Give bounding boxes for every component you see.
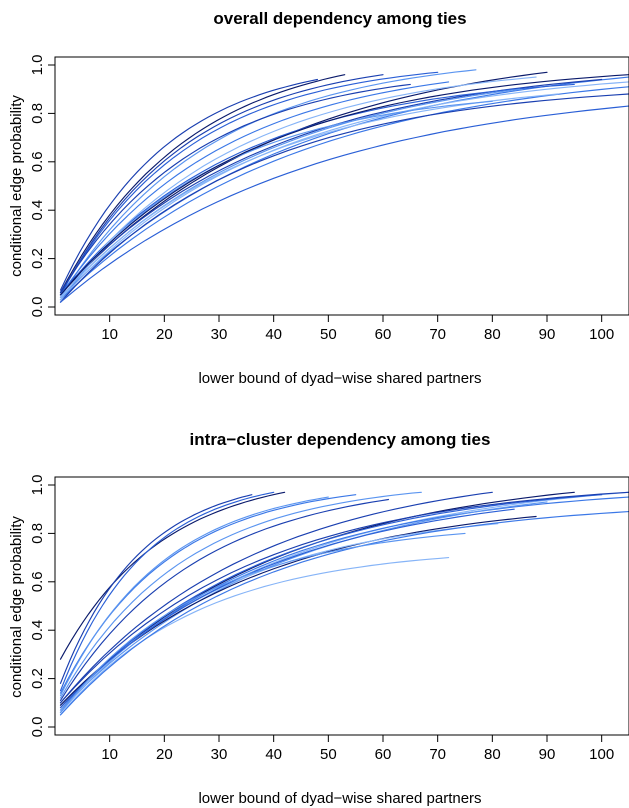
y-tick-label: 0.8 <box>29 523 46 544</box>
series-line <box>59 81 450 296</box>
chart-panel-intra-cluster: intra−cluster dependency among ties lowe… <box>8 430 629 807</box>
x-tick-label: 40 <box>265 326 282 343</box>
y-tick-label: 0.0 <box>29 297 46 318</box>
series-line <box>59 105 629 303</box>
y-axis-label: conditional edge probability <box>8 95 25 277</box>
series-line <box>59 71 439 296</box>
y-tick-label: 0.8 <box>29 103 46 124</box>
y-tick-label: 0.4 <box>29 620 46 641</box>
x-tick-label: 10 <box>101 326 118 343</box>
series-layer <box>59 491 629 716</box>
x-tick-label: 80 <box>484 326 501 343</box>
x-axis-label: lower bound of dyad−wise shared partners <box>198 790 481 807</box>
series-line <box>59 71 548 296</box>
x-tick-label: 90 <box>539 746 556 763</box>
series-line <box>59 88 521 298</box>
series-line <box>59 498 390 701</box>
series-line <box>59 496 629 714</box>
axes-layer: 10 20 30 40 50 60 70 80 90 100 0.0 0.2 0.4 0.6 0.8 1.0 <box>29 475 614 763</box>
x-tick-label: 10 <box>101 746 118 763</box>
series-line <box>59 491 422 699</box>
series-line <box>59 557 450 716</box>
y-tick-label: 1.0 <box>29 55 46 76</box>
x-tick-label: 20 <box>156 326 173 343</box>
x-tick-label: 60 <box>375 746 392 763</box>
chart-panel-overall: overall dependency among ties lower boun… <box>8 9 629 387</box>
series-line <box>59 491 629 704</box>
x-tick-label: 70 <box>429 746 446 763</box>
series-line <box>59 100 493 301</box>
series-line <box>59 491 286 660</box>
series-line <box>59 523 499 714</box>
x-tick-label: 50 <box>320 746 337 763</box>
chart-title: overall dependency among ties <box>213 9 466 28</box>
x-tick-label: 40 <box>265 746 282 763</box>
series-line <box>59 93 629 303</box>
x-tick-label: 80 <box>484 746 501 763</box>
series-line <box>59 83 411 294</box>
series-layer <box>59 69 629 303</box>
chart-title: intra−cluster dependency among ties <box>190 430 491 449</box>
y-tick-label: 0.6 <box>29 571 46 592</box>
series-line <box>59 86 629 301</box>
series-line <box>59 69 477 298</box>
y-tick-label: 0.6 <box>29 151 46 172</box>
x-tick-label: 100 <box>589 746 614 763</box>
y-tick-label: 0.0 <box>29 717 46 738</box>
x-tick-label: 30 <box>211 326 228 343</box>
series-line <box>59 74 384 296</box>
x-tick-label: 60 <box>375 326 392 343</box>
axes-layer: 10 20 30 40 50 60 70 80 90 100 0.0 0.2 0.4 0.6 0.8 1.0 <box>29 55 614 343</box>
series-line <box>59 532 466 714</box>
series-line <box>59 81 629 301</box>
x-tick-label: 100 <box>589 326 614 343</box>
series-line <box>59 78 318 291</box>
y-tick-label: 0.2 <box>29 248 46 269</box>
x-tick-label: 20 <box>156 746 173 763</box>
series-line <box>59 76 537 301</box>
x-tick-label: 30 <box>211 746 228 763</box>
series-line <box>59 508 515 709</box>
series-line <box>59 511 629 716</box>
y-tick-label: 1.0 <box>29 475 46 496</box>
series-line <box>59 491 275 692</box>
series-line <box>59 496 329 697</box>
series-line <box>59 491 493 704</box>
x-tick-label: 50 <box>320 326 337 343</box>
series-line <box>59 74 629 296</box>
series-line <box>59 494 253 684</box>
x-tick-label: 70 <box>429 326 446 343</box>
x-axis-label: lower bound of dyad−wise shared partners <box>198 370 481 387</box>
series-line <box>59 494 603 711</box>
series-line <box>59 501 548 711</box>
x-tick-label: 90 <box>539 326 556 343</box>
y-tick-label: 0.4 <box>29 200 46 221</box>
y-axis-label: conditional edge probability <box>8 516 25 698</box>
plot-frame <box>54 476 629 736</box>
y-tick-label: 0.2 <box>29 668 46 689</box>
series-line <box>59 74 346 294</box>
plot-frame <box>54 56 629 316</box>
series-line <box>59 491 575 709</box>
